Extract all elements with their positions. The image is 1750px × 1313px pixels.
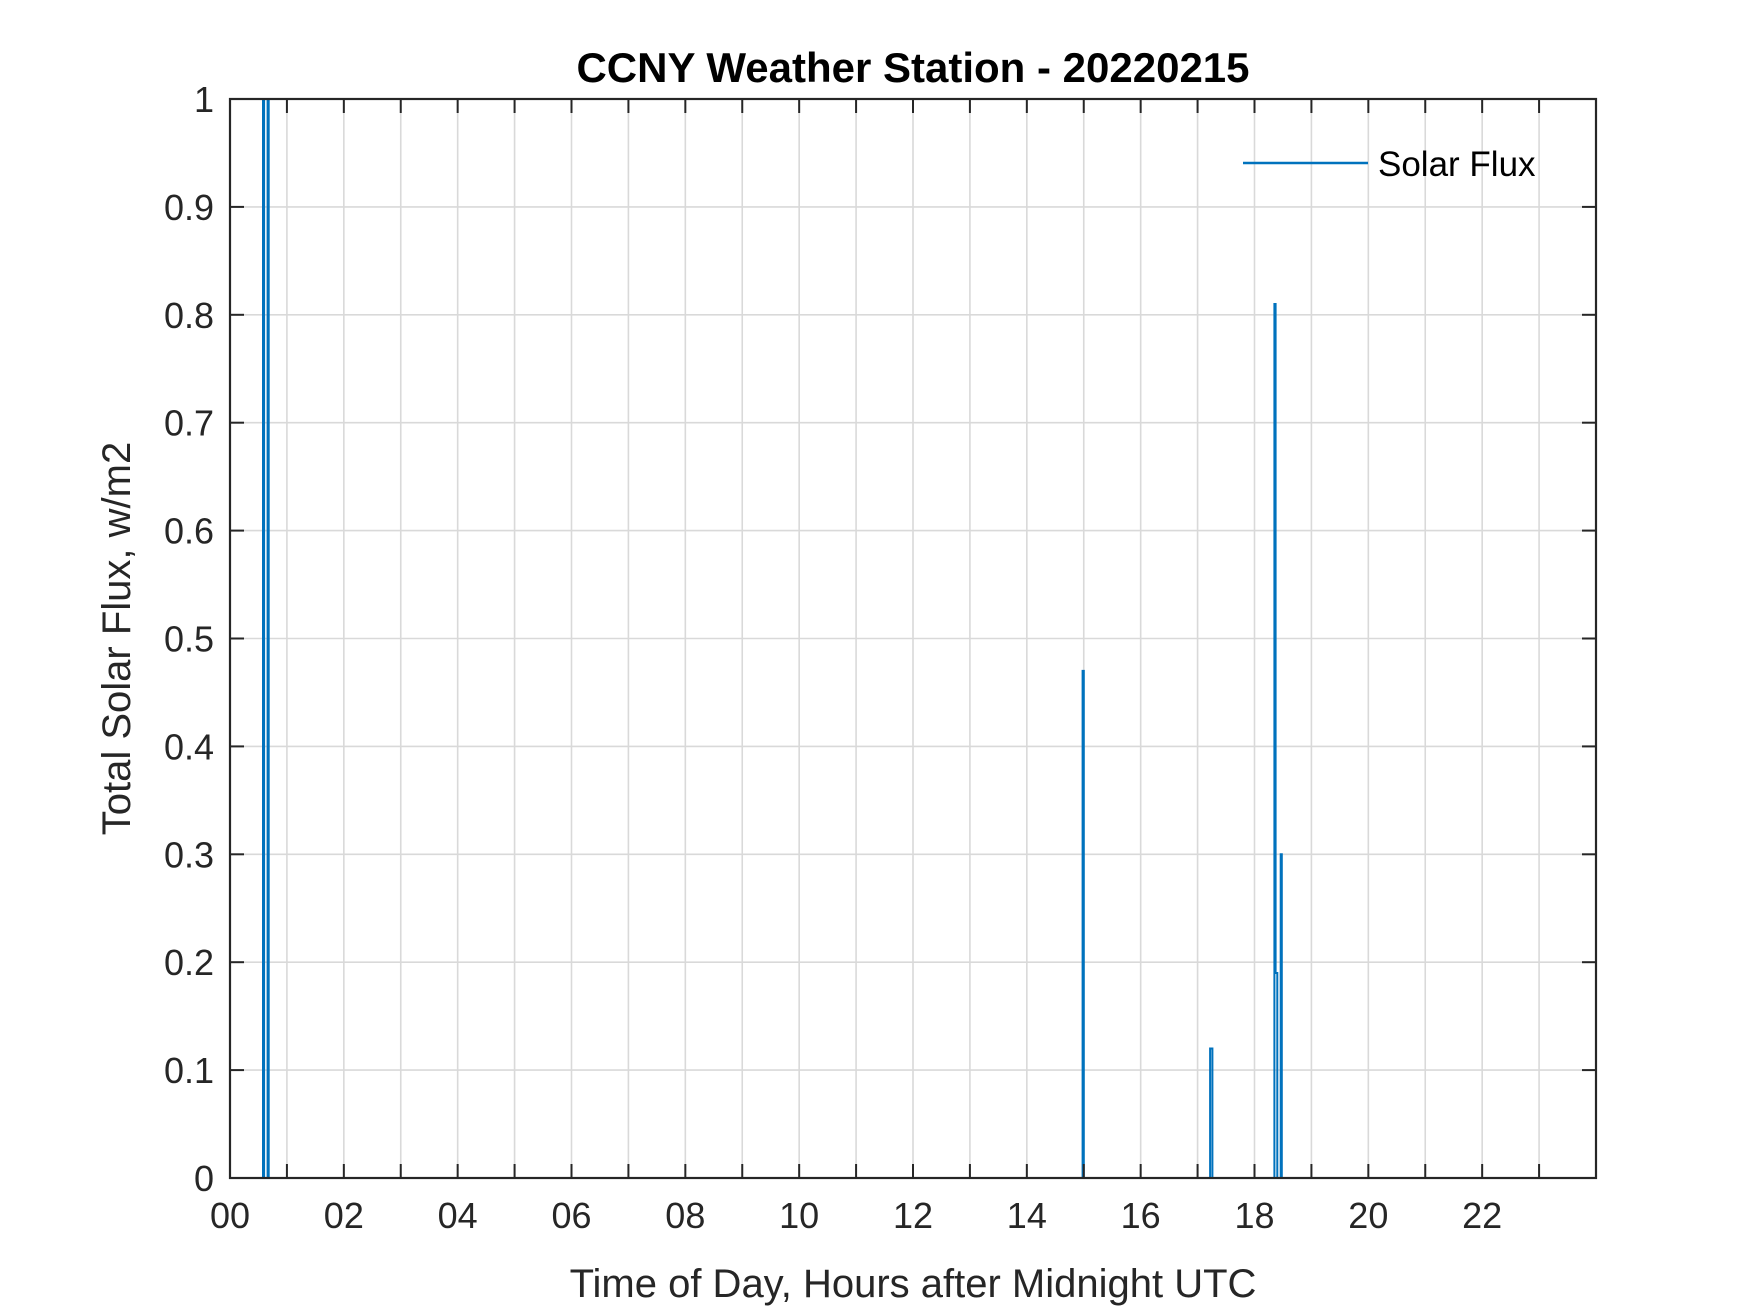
x-tick-label: 02: [324, 1195, 364, 1236]
x-tick-label: 14: [1007, 1195, 1047, 1236]
y-tick-label: 0.7: [164, 403, 214, 444]
x-tick-label: 18: [1234, 1195, 1274, 1236]
y-tick-label: 0.6: [164, 511, 214, 552]
y-tick-label: 0.4: [164, 726, 214, 767]
y-tick-label: 0.8: [164, 295, 214, 336]
x-axis-label: Time of Day, Hours after Midnight UTC: [570, 1262, 1257, 1306]
x-tick-label: 22: [1462, 1195, 1502, 1236]
y-axis-label: Total Solar Flux, w/m2: [95, 442, 139, 835]
y-tick-label: 0.1: [164, 1050, 214, 1091]
x-tick-label: 20: [1348, 1195, 1388, 1236]
y-tick-label: 1: [194, 79, 214, 120]
tick-labels: 00 02 04 06 08 10 12 14 16 18 20 22 0 0.1 0.2 0.3 0.4 0.5…: [164, 79, 1502, 1236]
x-tick-label: 10: [779, 1195, 819, 1236]
x-tick-label: 04: [438, 1195, 478, 1236]
x-tick-label: 08: [665, 1195, 705, 1236]
x-tick-label: 16: [1121, 1195, 1161, 1236]
y-tick-label: 0.5: [164, 619, 214, 660]
x-tick-label: 12: [893, 1195, 933, 1236]
legend: Solar Flux: [1243, 145, 1536, 184]
x-tick-label: 00: [210, 1195, 250, 1236]
y-tick-label: 0.3: [164, 834, 214, 875]
chart-title: CCNY Weather Station - 20220215: [576, 44, 1249, 91]
y-tick-label: 0.9: [164, 187, 214, 228]
legend-label-solar-flux: Solar Flux: [1378, 145, 1536, 184]
x-tick-label: 06: [551, 1195, 591, 1236]
y-tick-label: 0.2: [164, 942, 214, 983]
axis-ticks: [229, 98, 1596, 1179]
y-tick-label: 0: [194, 1158, 214, 1199]
